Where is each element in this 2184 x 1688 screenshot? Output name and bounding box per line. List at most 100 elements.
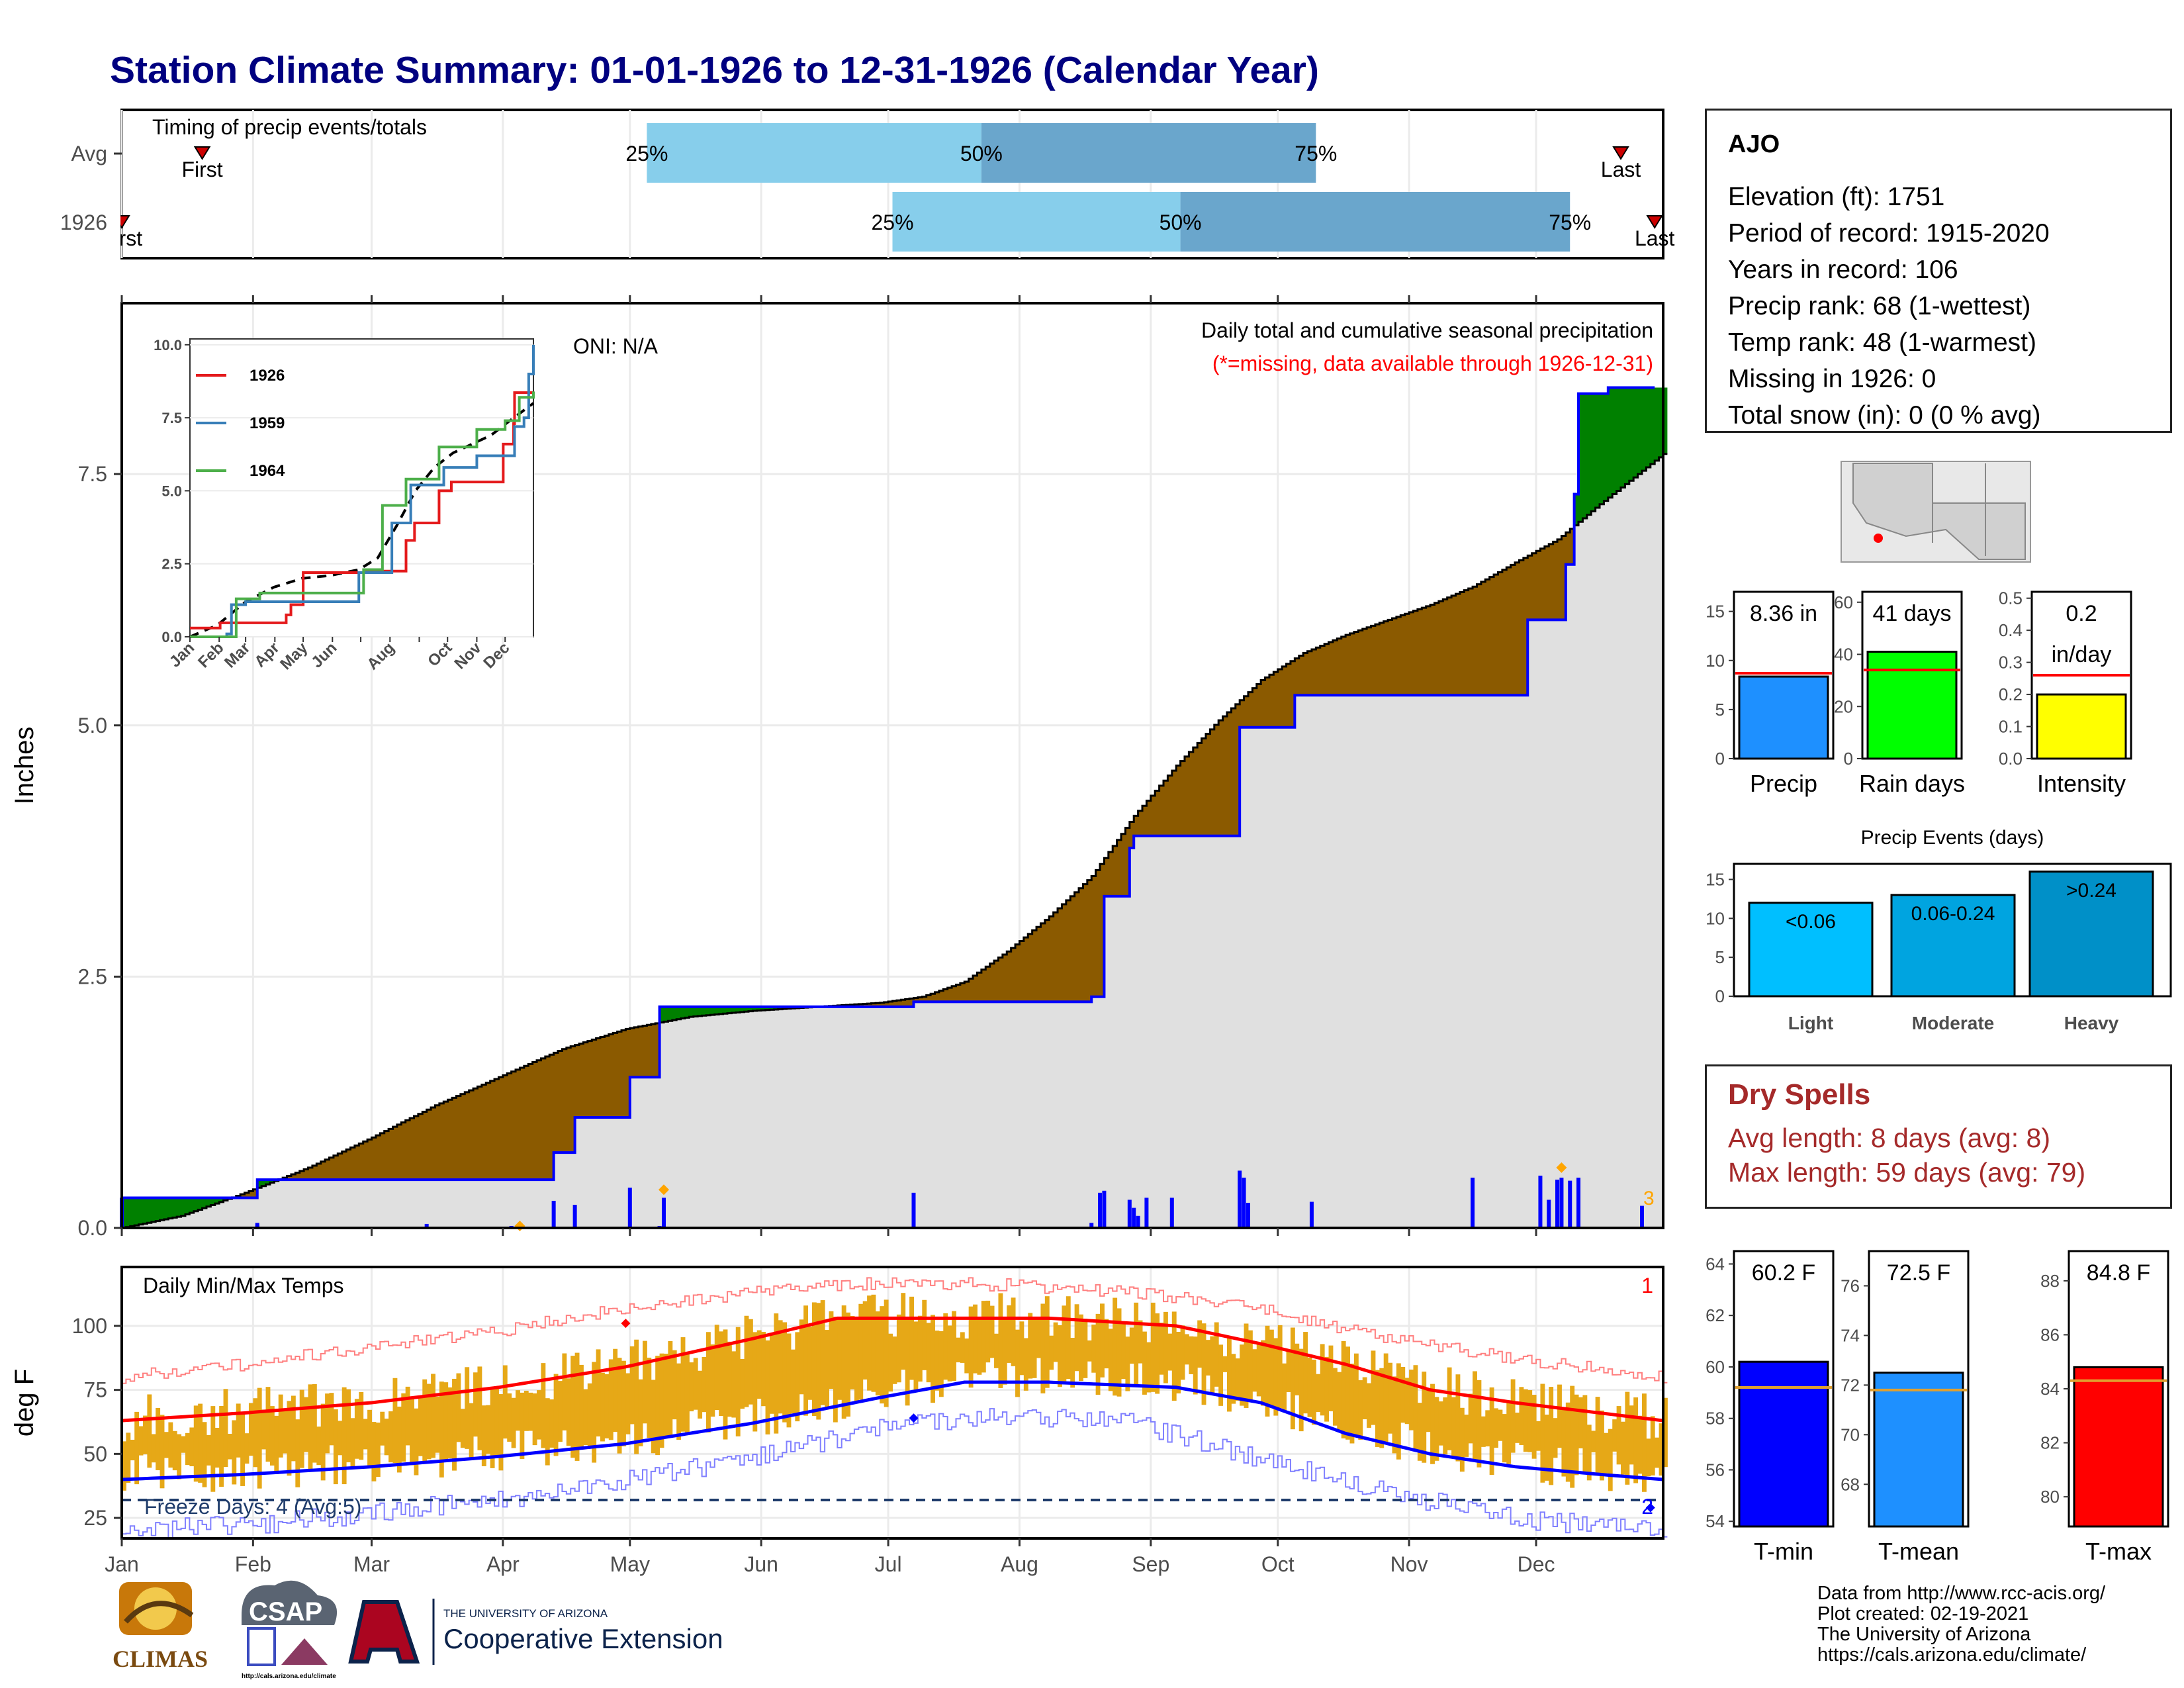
daily-precip-bar bbox=[1242, 1178, 1246, 1228]
daily-temp-bar bbox=[752, 1332, 758, 1432]
daily-temp-bar bbox=[422, 1379, 428, 1463]
timing-row-label: Avg bbox=[71, 142, 107, 165]
daily-precip-bar bbox=[1538, 1176, 1543, 1228]
t-min-ytick-label: 64 bbox=[1706, 1254, 1725, 1274]
daily-temp-bar bbox=[198, 1403, 203, 1483]
station-name: AJO bbox=[1728, 130, 1780, 158]
daily-temp-bar bbox=[278, 1394, 283, 1458]
daily-temp-bar bbox=[338, 1421, 343, 1456]
daily-temp-bar bbox=[1349, 1364, 1355, 1444]
daily-temp-bar bbox=[520, 1392, 525, 1460]
daily-temp-bar bbox=[1100, 1303, 1105, 1378]
daily-temp-bar bbox=[384, 1419, 389, 1456]
daily-temp-bar bbox=[756, 1330, 762, 1399]
daily-temp-bar bbox=[363, 1419, 368, 1450]
daily-temp-bar bbox=[269, 1406, 275, 1466]
daily-temp-bar bbox=[498, 1394, 504, 1471]
daily-temp-bar bbox=[494, 1386, 499, 1457]
daily-temp-bar bbox=[1307, 1357, 1312, 1417]
daily-temp-bar bbox=[159, 1415, 165, 1489]
precip-events-ytick-label: 5 bbox=[1715, 947, 1725, 967]
daily-precip-bar bbox=[627, 1188, 632, 1228]
t-max-ytick-label: 80 bbox=[2040, 1487, 2060, 1507]
daily-temp-bar bbox=[1553, 1418, 1558, 1458]
daily-temp-bar bbox=[1565, 1402, 1570, 1482]
station-detail-line: Precip rank: 68 (1-wettest) bbox=[1728, 292, 2031, 320]
daily-temp-bar bbox=[731, 1351, 737, 1418]
credit-line: https://cals.arizona.edu/climate/ bbox=[1817, 1644, 2087, 1665]
precip-total-ytick-label: 15 bbox=[1706, 602, 1725, 622]
timing-label-50: 50% bbox=[960, 142, 1003, 165]
daily-temp-bar bbox=[583, 1389, 588, 1445]
daily-temp-bar bbox=[727, 1341, 732, 1417]
daily-temp-bar bbox=[367, 1409, 372, 1468]
daily-temp-bar bbox=[329, 1393, 334, 1446]
daily-temp-bar bbox=[1502, 1414, 1507, 1463]
intensity-ytick-label: 0.2 bbox=[1999, 684, 2023, 704]
station-detail-line: Elevation (ft): 1751 bbox=[1728, 183, 1945, 211]
daily-temp-bar bbox=[702, 1356, 707, 1413]
daily-temp-bar bbox=[1282, 1363, 1287, 1411]
intensity-ytick-label: 0.1 bbox=[1999, 717, 2023, 737]
inset-legend-label: 1964 bbox=[250, 462, 285, 480]
daily-temp-bar bbox=[185, 1432, 190, 1466]
precip-events-ytick-label: 10 bbox=[1706, 908, 1725, 928]
daily-temp-bar bbox=[460, 1409, 465, 1448]
precip-events-ytick-label: 0 bbox=[1715, 986, 1725, 1006]
daily-temp-bar bbox=[651, 1380, 656, 1454]
daily-temp-bar bbox=[312, 1383, 317, 1463]
daily-temp-bar bbox=[625, 1373, 631, 1434]
daily-temp-bar bbox=[1311, 1359, 1316, 1425]
daily-temp-bar bbox=[1180, 1325, 1185, 1380]
daily-temp-bar bbox=[1189, 1336, 1194, 1374]
daily-temp-bar bbox=[570, 1356, 576, 1458]
daily-temp-bar bbox=[244, 1433, 250, 1464]
daily-temp-bar bbox=[778, 1320, 783, 1414]
freeze-days-label: Freeze Days: 4 (Avg:5) bbox=[144, 1495, 361, 1519]
daily-temp-bar bbox=[1226, 1336, 1232, 1412]
daily-temp-bar bbox=[956, 1337, 961, 1363]
timing-first-marker bbox=[193, 146, 211, 160]
daily-temp-bar bbox=[1155, 1313, 1160, 1394]
inset-ytick-label: 7.5 bbox=[161, 410, 182, 426]
daily-temp-bar bbox=[668, 1340, 673, 1437]
precip-events-ytick-label: 15 bbox=[1706, 870, 1725, 890]
daily-temp-bar bbox=[1273, 1338, 1279, 1416]
daily-temp-bar bbox=[1371, 1350, 1376, 1425]
daily-temp-bar bbox=[1261, 1340, 1266, 1406]
t-min-ytick-label: 62 bbox=[1706, 1305, 1725, 1325]
daily-temp-bar bbox=[465, 1367, 470, 1449]
timing-label-25: 25% bbox=[871, 211, 913, 234]
cum-ytick-label: 2.5 bbox=[78, 964, 107, 988]
daily-temp-bar bbox=[142, 1415, 148, 1454]
t-min-ytick-label: 60 bbox=[1706, 1357, 1725, 1377]
daily-temp-bar bbox=[1079, 1314, 1083, 1382]
daily-temp-bar bbox=[236, 1403, 241, 1458]
daily-temp-bar bbox=[1379, 1368, 1385, 1448]
daily-temp-bar bbox=[456, 1373, 461, 1442]
dry-spells-max: Max length: 59 days (avg: 79) bbox=[1728, 1157, 2086, 1188]
station-detail-line: Total snow (in): 0 (0 % avg) bbox=[1728, 401, 2041, 430]
daily-temp-bar bbox=[443, 1382, 449, 1462]
daily-temp-bar bbox=[558, 1381, 563, 1442]
t-max-ytick-label: 88 bbox=[2040, 1271, 2060, 1291]
daily-temp-bar bbox=[375, 1423, 381, 1477]
timing-label-25: 25% bbox=[625, 142, 668, 165]
data-credits: Data from http://www.rcc-acis.org/Plot c… bbox=[1817, 1583, 2105, 1665]
precip-events-bar-light bbox=[1748, 902, 1874, 998]
daily-temp-bar bbox=[1324, 1356, 1330, 1422]
daily-precip-bar bbox=[551, 1201, 556, 1228]
daily-temp-bar bbox=[1604, 1432, 1609, 1474]
daily-temp-bar bbox=[1659, 1423, 1664, 1476]
daily-temp-bar bbox=[214, 1427, 220, 1468]
daily-temp-bar bbox=[587, 1383, 592, 1447]
daily-temp-bar bbox=[1231, 1354, 1236, 1404]
daily-temp-bar bbox=[1464, 1415, 1469, 1457]
daily-temp-bar bbox=[816, 1303, 821, 1420]
daily-temp-bar bbox=[523, 1390, 529, 1431]
temp-xtick-label: Dec bbox=[1518, 1552, 1555, 1576]
station-detail-line: Years in record: 106 bbox=[1728, 256, 1958, 284]
ua-logo: THE UNIVERSITY OF ARIZONA Cooperative Ex… bbox=[348, 1599, 723, 1665]
daily-temp-bar bbox=[168, 1422, 173, 1468]
daily-temp-bar bbox=[1494, 1408, 1498, 1448]
